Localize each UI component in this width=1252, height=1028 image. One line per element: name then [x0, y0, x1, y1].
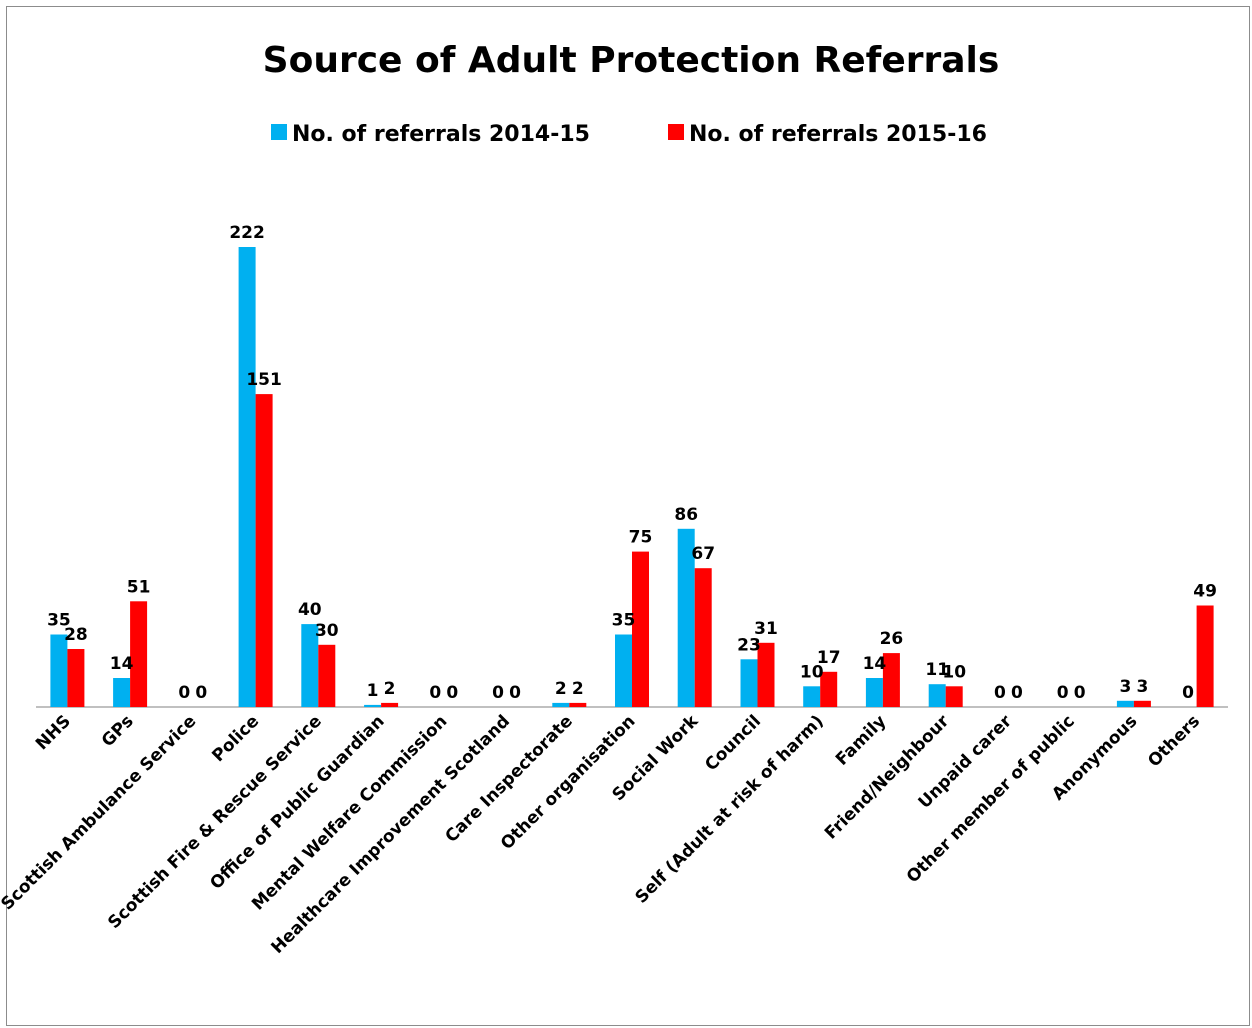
data-label-scottish-ambulance-service-series-1: 0 — [178, 683, 190, 703]
category-label-council: Council — [701, 711, 765, 775]
data-label-social-work-series-2: 67 — [691, 544, 715, 564]
data-label-healthcare-improvement-scotland-series-1: 0 — [492, 683, 504, 703]
data-label-other-member-of-public-series-1: 0 — [1057, 683, 1069, 703]
data-label-self-adult-at-risk-of-harm-series-2: 17 — [817, 648, 841, 668]
data-label-family-series-2: 26 — [880, 629, 904, 649]
data-label-police-series-2: 151 — [246, 370, 282, 390]
bar-social-work-series-1 — [677, 528, 695, 707]
data-label-council-series-1: 23 — [737, 635, 761, 655]
data-label-unpaid-carer-series-1: 0 — [994, 683, 1006, 703]
bar-family-series-1 — [865, 678, 883, 707]
legend-label-2015-16: No. of referrals 2015-16 — [689, 122, 987, 147]
category-label-scottish-ambulance-service: Scottish Ambulance Service — [0, 711, 200, 914]
category-label-healthcare-improvement-scotland: Healthcare Improvement Scotland — [268, 711, 515, 958]
data-label-mental-welfare-commission-series-2: 0 — [446, 683, 458, 703]
bar-other-organisation-series-2 — [632, 551, 649, 707]
bar-gps-series-2 — [130, 601, 148, 707]
legend-swatch-2015-16 — [668, 124, 684, 140]
data-label-scottish-fire-rescue-service-series-1: 40 — [298, 600, 322, 620]
data-label-scottish-ambulance-service-series-2: 0 — [195, 683, 207, 703]
bar-other-organisation-series-1 — [615, 634, 632, 707]
data-label-others-series-2: 49 — [1193, 582, 1217, 602]
bar-council-series-2 — [757, 642, 775, 707]
bar-friend-neighbour-series-1 — [928, 684, 946, 707]
bar-gps-series-1 — [113, 678, 131, 707]
bar-scottish-fire-rescue-service-series-2 — [318, 644, 336, 707]
bar-social-work-series-2 — [694, 568, 712, 707]
legend-swatch-2014-15 — [271, 124, 287, 140]
data-label-family-series-1: 14 — [863, 654, 887, 674]
bar-council-series-1 — [740, 659, 758, 707]
bar-self-adult-at-risk-of-harm-series-1 — [803, 686, 821, 707]
chart-title: Source of Adult Protection Referrals — [263, 40, 1000, 81]
bar-friend-neighbour-series-2 — [945, 686, 963, 707]
data-label-healthcare-improvement-scotland-series-2: 0 — [509, 683, 521, 703]
data-label-gps-series-2: 51 — [127, 577, 151, 597]
data-label-nhs-series-1: 35 — [47, 611, 71, 631]
bar-family-series-2 — [882, 653, 900, 707]
data-label-other-organisation-series-2: 75 — [629, 528, 653, 548]
data-label-anonymous-series-2: 3 — [1136, 677, 1148, 697]
bars-group — [50, 247, 1214, 707]
bar-police-series-2 — [255, 394, 273, 707]
data-label-scottish-fire-rescue-service-series-2: 30 — [315, 621, 339, 641]
data-label-police-series-1: 222 — [229, 223, 265, 243]
data-label-friend-neighbour-series-2: 10 — [942, 662, 966, 682]
data-label-nhs-series-2: 28 — [64, 625, 88, 645]
bar-care-inspectorate-series-2 — [569, 702, 587, 707]
bar-nhs-series-2 — [67, 649, 85, 707]
data-label-office-of-public-guardian-series-2: 2 — [384, 679, 396, 699]
category-label-gps: GPs — [98, 711, 138, 751]
bar-anonymous-series-2 — [1133, 700, 1151, 707]
data-label-council-series-2: 31 — [754, 619, 778, 639]
bar-others-series-2 — [1196, 605, 1214, 707]
bar-nhs-series-1 — [50, 634, 68, 707]
bar-police-series-1 — [238, 247, 256, 707]
data-label-other-member-of-public-series-2: 0 — [1074, 683, 1086, 703]
data-label-care-inspectorate-series-2: 2 — [572, 679, 584, 699]
data-label-friend-neighbour-series-1: 11 — [925, 660, 949, 680]
bar-anonymous-series-1 — [1116, 700, 1134, 707]
data-label-gps-series-1: 14 — [110, 654, 134, 674]
bar-office-of-public-guardian-series-1 — [364, 704, 382, 707]
data-label-other-organisation-series-1: 35 — [612, 611, 636, 631]
data-label-office-of-public-guardian-series-1: 1 — [367, 681, 379, 701]
chart-legend: No. of referrals 2014-15 No. of referral… — [271, 122, 987, 147]
category-label-police: Police — [208, 711, 263, 766]
data-label-unpaid-carer-series-2: 0 — [1011, 683, 1023, 703]
chart-frame — [6, 6, 1250, 1026]
category-label-others: Others — [1144, 711, 1204, 771]
bar-self-adult-at-risk-of-harm-series-2 — [820, 671, 838, 707]
legend-label-2014-15: No. of referrals 2014-15 — [292, 122, 590, 147]
category-label-friend-neighbour: Friend/Neighbour — [821, 711, 954, 844]
data-label-anonymous-series-1: 3 — [1119, 677, 1131, 697]
category-label-family: Family — [832, 711, 890, 769]
data-label-care-inspectorate-series-1: 2 — [555, 679, 567, 699]
category-label-nhs: NHS — [32, 711, 75, 754]
bar-care-inspectorate-series-1 — [552, 702, 570, 707]
bar-office-of-public-guardian-series-2 — [381, 702, 399, 707]
data-label-others-series-1: 0 — [1182, 683, 1194, 703]
data-label-self-adult-at-risk-of-harm-series-1: 10 — [800, 662, 824, 682]
data-label-mental-welfare-commission-series-1: 0 — [429, 683, 441, 703]
bar-scottish-fire-rescue-service-series-1 — [301, 624, 319, 707]
data-label-social-work-series-1: 86 — [674, 505, 698, 525]
